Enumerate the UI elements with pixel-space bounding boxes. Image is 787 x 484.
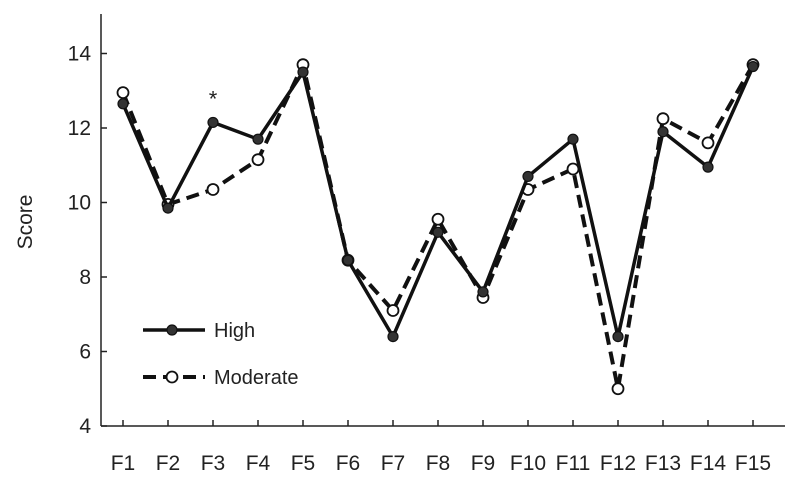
data-point (251, 153, 265, 167)
series-line-moderate (121, 62, 755, 391)
legend-marker (166, 324, 178, 336)
data-point (252, 133, 264, 145)
data-point (432, 226, 444, 238)
x-tick-label: F5 (291, 452, 316, 475)
x-tick-label: F10 (510, 452, 546, 475)
legend-marker (165, 370, 179, 384)
legend-label: Moderate (214, 367, 299, 389)
data-point (701, 136, 715, 150)
x-tick-label: F2 (156, 452, 181, 475)
x-tick-label: F6 (336, 452, 361, 475)
data-point (342, 254, 354, 266)
data-point (162, 202, 174, 214)
x-tick-label: F15 (735, 452, 771, 475)
x-tick-label: F4 (246, 452, 271, 475)
x-tick-label: F11 (556, 452, 591, 475)
axes (100, 14, 785, 427)
y-tick-label: 10 (68, 192, 91, 215)
significance-marker: * (209, 86, 218, 111)
data-point (656, 112, 670, 126)
x-axis-ticks: F1 F2 F3 F4 F5 F6 F7 F8 F9 F10 F11 F12 F13 F14 F15 (111, 420, 771, 475)
data-point (522, 170, 534, 183)
data-point (207, 116, 219, 129)
x-tick-label: F9 (471, 452, 496, 475)
x-tick-label: F12 (600, 452, 636, 475)
x-tick-label: F8 (426, 452, 451, 475)
series-high (117, 60, 759, 343)
annotations: * (209, 86, 218, 111)
y-tick-label: 12 (68, 117, 91, 140)
legend-item-moderate: Moderate (143, 367, 299, 389)
data-point (117, 98, 129, 110)
data-point (657, 126, 669, 138)
legend-label: High (214, 320, 255, 342)
data-point (387, 331, 399, 343)
y-tick-label: 14 (68, 43, 92, 66)
legend: High Moderate (143, 320, 299, 389)
series-line-high (121, 65, 755, 339)
x-tick-label: F3 (201, 452, 226, 475)
data-point (567, 133, 579, 145)
y-tick-label: 4 (79, 415, 91, 438)
data-point (702, 161, 714, 173)
y-tick-label: 6 (79, 341, 91, 364)
data-point (477, 286, 489, 298)
x-tick-label: F13 (645, 452, 681, 475)
data-point (386, 304, 400, 317)
x-tick-label: F1 (111, 452, 136, 475)
x-tick-label: F14 (690, 452, 727, 475)
series-layer (116, 58, 760, 396)
y-tick-label: 8 (79, 266, 91, 289)
data-point (747, 60, 759, 73)
data-point (566, 162, 580, 176)
data-point (431, 212, 445, 226)
data-point (612, 331, 624, 343)
x-tick-label: F7 (381, 452, 406, 475)
data-point (297, 66, 309, 78)
legend-item-high: High (143, 320, 255, 342)
data-point (206, 183, 220, 196)
data-point (611, 382, 625, 396)
data-point (116, 86, 130, 100)
y-axis-ticks: 4 6 8 10 12 14 (68, 43, 107, 438)
y-axis-label: Score (14, 195, 37, 250)
